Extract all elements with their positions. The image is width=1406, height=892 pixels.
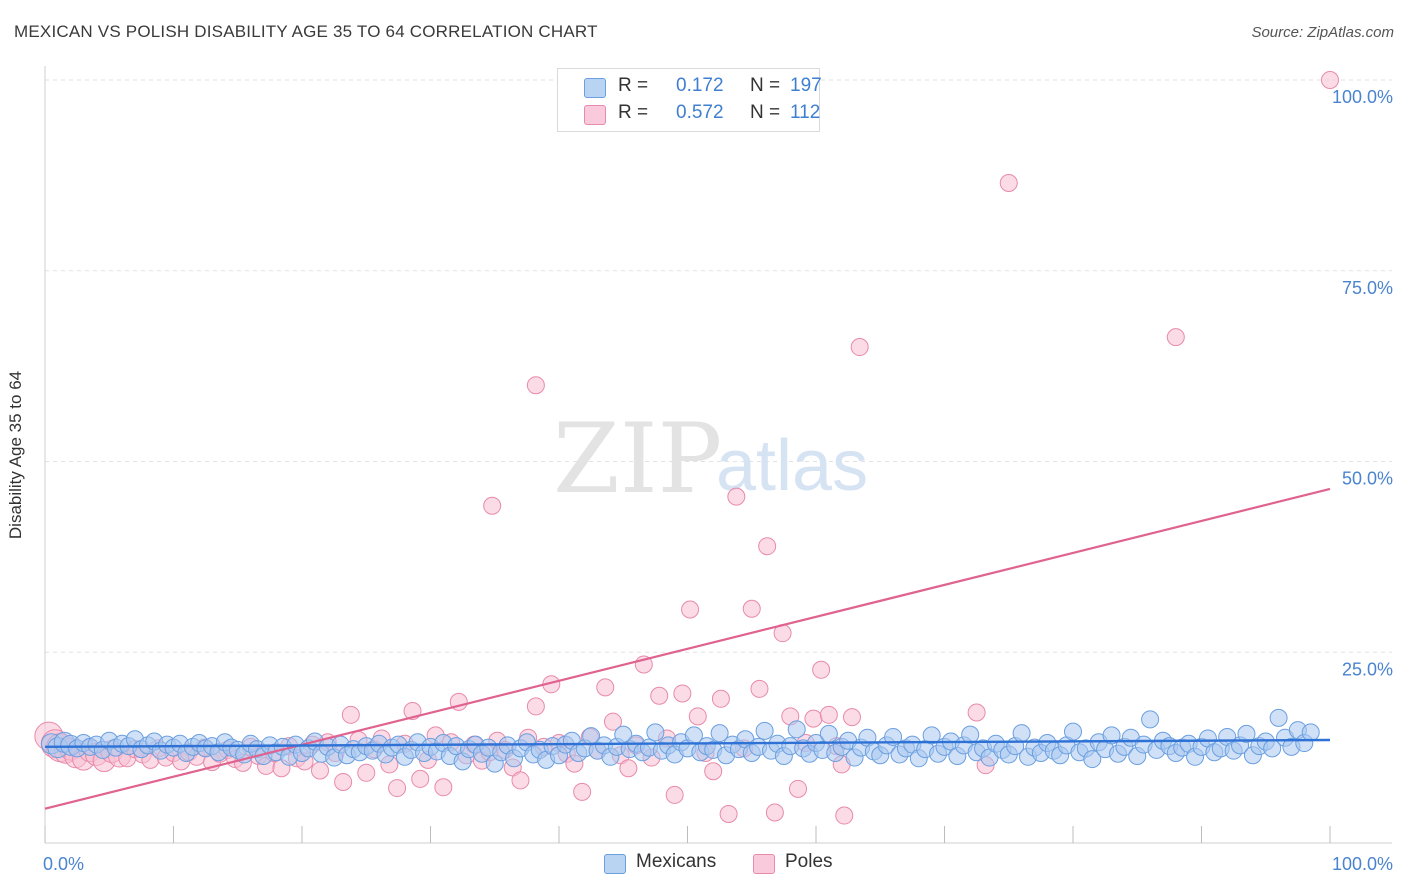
- grid-lines: [45, 79, 1392, 653]
- poles-swatch: [584, 105, 606, 125]
- poles-point: [804, 709, 823, 728]
- poles-point: [603, 712, 622, 731]
- poles-point: [1321, 71, 1339, 89]
- mexicans-label: Mexicans: [636, 851, 717, 872]
- poles-point: [681, 600, 700, 619]
- y-tick-label: 25.0%: [1342, 659, 1393, 679]
- poles-point: [388, 779, 407, 798]
- y-tick-label: 100.0%: [1332, 87, 1393, 107]
- mexicans-trend-line: [44, 738, 1331, 749]
- poles-point: [1166, 328, 1185, 347]
- watermark: ZIP atlas: [553, 403, 868, 515]
- poles-point: [742, 599, 761, 618]
- mexicans-point: [710, 724, 729, 743]
- mexicans-point: [1064, 722, 1082, 741]
- poles-point: [596, 678, 615, 697]
- poles-point: [341, 705, 360, 724]
- mexicans-point: [922, 726, 941, 745]
- poles-point: [711, 689, 730, 708]
- legend-n-value: 112: [790, 102, 821, 123]
- poles-point: [758, 537, 777, 556]
- trend-lines: [44, 487, 1331, 810]
- poles-point: [334, 772, 353, 791]
- poles-point: [967, 703, 986, 722]
- y-tick-label: 75.0%: [1342, 278, 1393, 298]
- mexicans-swatch: [584, 78, 606, 98]
- x-tick-label: 0.0%: [43, 854, 84, 874]
- poles-point: [310, 761, 329, 780]
- poles-swatch: [753, 854, 775, 874]
- poles-point: [750, 679, 769, 698]
- tick-labels: 25.0% 50.0% 75.0% 100.0% 0.0% 100.0%: [43, 87, 1393, 874]
- poles-point: [704, 762, 723, 781]
- watermark-zip: ZIP: [553, 403, 722, 515]
- poles-point: [812, 660, 831, 679]
- legend-n-value: 197: [790, 75, 822, 96]
- poles-point: [526, 697, 545, 716]
- poles-point: [999, 174, 1018, 193]
- poles-point: [434, 778, 453, 797]
- poles-point: [850, 338, 869, 357]
- chart-title: MEXICAN VS POLISH DISABILITY AGE 35 TO 6…: [14, 22, 598, 41]
- legend-n-label: N =: [750, 75, 781, 96]
- mexicans-point: [1141, 710, 1160, 729]
- mexicans-swatch: [604, 854, 626, 874]
- mexicans-point: [1102, 726, 1121, 745]
- poles-point: [842, 708, 861, 727]
- legend-r-label: R =: [618, 102, 649, 123]
- mexicans-point: [1269, 708, 1288, 727]
- poles-point: [526, 376, 545, 395]
- y-axis-label: Disability Age 35 to 64: [6, 370, 25, 540]
- poles-point: [665, 785, 684, 804]
- legend-r-label: R =: [618, 75, 649, 96]
- poles-label: Poles: [785, 851, 833, 872]
- poles-point: [688, 707, 707, 726]
- poles-point: [765, 803, 784, 822]
- mexicans-point: [961, 725, 980, 744]
- mexicans-point: [755, 721, 774, 740]
- mexicans-point: [646, 723, 665, 742]
- mexicans-point: [1012, 724, 1031, 743]
- poles-point: [357, 763, 376, 782]
- poles-point: [835, 806, 854, 825]
- axes: [44, 66, 1392, 844]
- poles-point: [411, 769, 430, 788]
- legend-r-value: 0.172: [676, 75, 724, 96]
- poles-point: [650, 686, 669, 705]
- poles-point: [673, 684, 692, 703]
- poles-point: [727, 487, 746, 506]
- poles-point: [789, 779, 808, 798]
- poles-point: [483, 496, 502, 515]
- source-label: Source: ZipAtlas.com: [1251, 24, 1394, 41]
- mexicans-point: [1083, 750, 1102, 769]
- mexicans-point: [1301, 723, 1320, 742]
- poles-point: [511, 771, 530, 790]
- legend-n-label: N =: [750, 102, 781, 123]
- poles-point: [573, 782, 592, 801]
- legend-r-value: 0.572: [676, 102, 724, 123]
- poles-point: [719, 805, 738, 824]
- mexicans-point: [1237, 724, 1256, 743]
- poles-point: [619, 759, 638, 778]
- correlation-legend: R = 0.172 N = 197 R = 0.572 N = 112: [557, 68, 822, 132]
- mexicans-point: [787, 720, 806, 739]
- mexicans-point: [819, 724, 838, 743]
- y-tick-label: 50.0%: [1342, 469, 1393, 489]
- x-tick-label: 100.0%: [1332, 854, 1393, 874]
- poles-point: [819, 705, 838, 724]
- poles-trend-line: [44, 487, 1331, 810]
